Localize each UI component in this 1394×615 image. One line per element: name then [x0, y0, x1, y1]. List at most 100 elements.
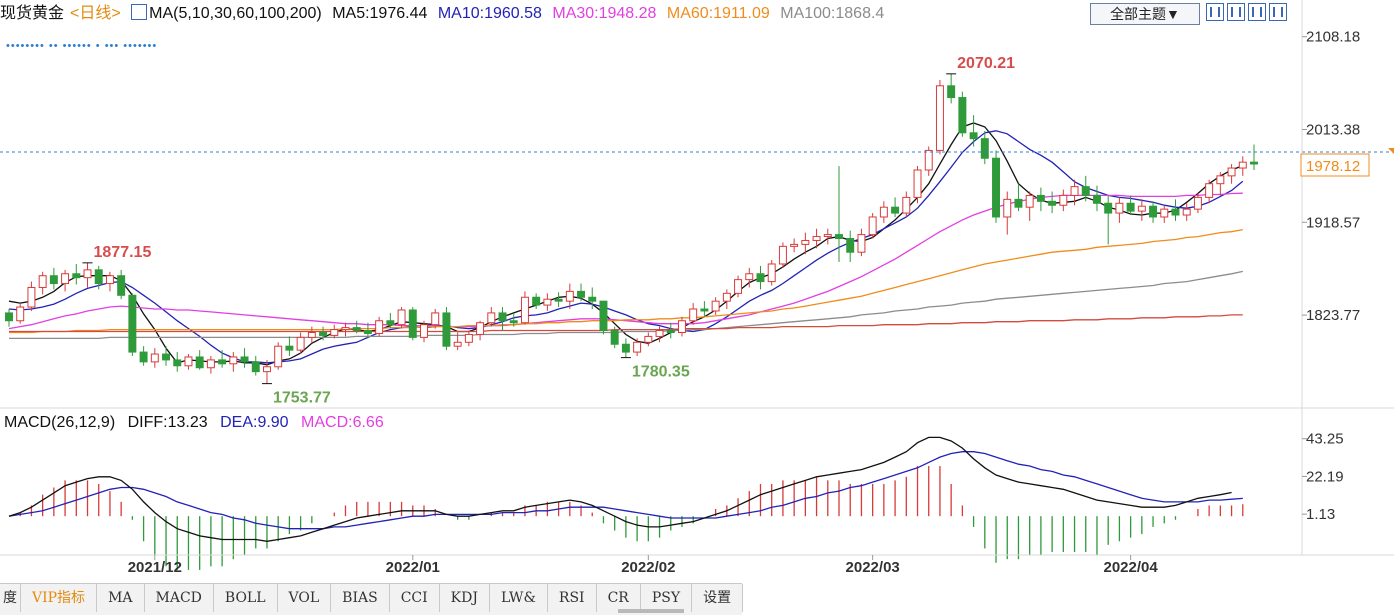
candle-down [218, 359, 227, 365]
candle-down [363, 330, 372, 334]
tab-cr[interactable]: CR [597, 584, 641, 612]
tab-vip[interactable]: VIP指标 [21, 584, 98, 612]
candle-down [72, 273, 81, 279]
tab-kdj[interactable]: KDJ [440, 584, 490, 612]
candle-down [352, 327, 361, 332]
ma30-value: MA30:1948.28 [552, 5, 657, 22]
macd-params[interactable]: MACD(26,12,9) [4, 414, 116, 431]
candle-up [1238, 161, 1247, 169]
instrument-name[interactable]: 现货黄金 [0, 5, 65, 22]
tab-vol[interactable]: VOL [278, 584, 332, 612]
axes: 2108.18 2013.38 1918.57 1823.77 1978.12 43.25… [0, 0, 1394, 576]
tab-rsi[interactable]: RSI [548, 584, 597, 612]
candle-down [1036, 194, 1045, 202]
candle-up [767, 263, 776, 283]
candle-down [969, 132, 978, 140]
candle-down [1171, 208, 1180, 216]
chart-type-icon[interactable] [131, 4, 148, 20]
candle-up [857, 234, 866, 253]
candle-up [902, 196, 911, 214]
ma200-line [9, 314, 1243, 333]
candle-up [543, 298, 552, 306]
candle-up [1160, 208, 1169, 218]
period-selector[interactable]: <日线> [70, 5, 121, 22]
candle-up [83, 269, 92, 279]
candle-up [262, 366, 271, 373]
candle-up [1193, 196, 1202, 210]
candle-up [487, 312, 496, 324]
ma-params[interactable]: MA(5,10,30,60,100,200) [149, 5, 322, 22]
candle-up [790, 243, 799, 247]
candle-up [935, 85, 944, 151]
tab-partial[interactable]: 度 [0, 584, 21, 612]
candle-up [184, 356, 193, 367]
candle-up [745, 273, 754, 281]
last-price-tag [1300, 153, 1370, 177]
candle-down [319, 331, 328, 336]
candle-down [1126, 202, 1135, 212]
candle-up [397, 309, 406, 326]
candle-down [599, 300, 608, 332]
ma100-value: MA100:1868.4 [780, 5, 885, 22]
candle-down [442, 312, 451, 347]
x-tick-label: 2022/01 [386, 559, 440, 576]
ma100-line [9, 270, 1243, 340]
candle-up [677, 320, 686, 333]
x-tick-label: 2022/02 [621, 559, 675, 576]
candle-down [835, 234, 843, 240]
tab-ma[interactable]: MA [97, 584, 145, 612]
candle-down [5, 312, 13, 322]
theme-dropdown[interactable]: 全部主题▼ [1090, 3, 1200, 25]
tab-boll[interactable]: BOLL [214, 584, 278, 612]
horizontal-scrollbar[interactable] [618, 609, 684, 613]
candle-up [520, 296, 529, 324]
x-tick-label: 2021/12 [128, 559, 182, 576]
jump-end-icon[interactable] [1269, 3, 1287, 21]
step-forward-icon[interactable] [1248, 3, 1266, 21]
candle-up [307, 331, 316, 338]
candle-up [296, 336, 305, 351]
candle-up [1025, 194, 1034, 208]
tab-cci[interactable]: CCI [390, 584, 440, 612]
candle-down [1250, 161, 1258, 165]
ma60-line [9, 228, 1243, 334]
toolbar-icons [1206, 3, 1287, 21]
zoom-in-icon[interactable] [1206, 3, 1224, 21]
candle-up [913, 169, 922, 198]
tab-psy[interactable]: PSY [641, 584, 693, 612]
compress-icon[interactable] [1227, 3, 1245, 21]
price-tick-label: 1823.77 [1306, 307, 1360, 324]
tab-lw[interactable]: LW& [490, 584, 548, 612]
price-tick-label: 2108.18 [1306, 29, 1360, 46]
candle-down [195, 356, 204, 369]
candle-down [554, 298, 563, 302]
candle-up [655, 330, 664, 337]
candle-up [1182, 208, 1191, 216]
diff-line [8, 436, 1232, 542]
candle-down [610, 330, 619, 345]
candle-down [891, 206, 900, 214]
macd-tick-label: 1.13 [1306, 506, 1335, 523]
candle-up [27, 286, 36, 308]
candle-up [868, 216, 877, 236]
candle-down [846, 238, 855, 253]
ma60-value: MA60:1911.09 [666, 5, 770, 22]
ma10-value: MA10:1960.58 [437, 5, 542, 22]
candle-down [1149, 205, 1158, 218]
candle-down [162, 353, 171, 361]
tab-bias[interactable]: BIAS [331, 584, 390, 612]
candle-down [173, 359, 182, 367]
candle-up [924, 149, 933, 171]
candle-down [980, 138, 989, 159]
candle-down [117, 275, 126, 296]
candle-down [509, 320, 518, 324]
candle-up [1137, 205, 1146, 212]
tab-settings[interactable]: 设置 [692, 584, 744, 612]
macd-tick-label: 22.19 [1306, 468, 1344, 485]
tab-macd[interactable]: MACD [145, 584, 214, 612]
candle-down [240, 356, 249, 363]
candle-up [801, 239, 810, 245]
candle-up [453, 341, 462, 347]
candle-up [823, 234, 832, 238]
